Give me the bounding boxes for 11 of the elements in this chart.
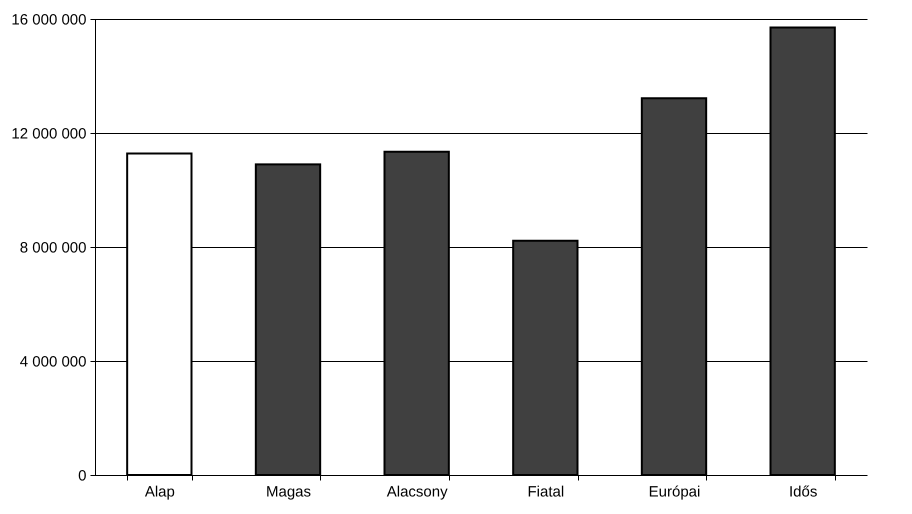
x-tick-label: Alacsony	[386, 484, 448, 500]
y-tick-label: 0	[78, 468, 86, 484]
y-tick-label: 16 000 000	[11, 12, 86, 28]
x-tick-label: Magas	[266, 484, 312, 500]
y-tick-label: 8 000 000	[20, 240, 86, 256]
x-tick-label: Idős	[788, 484, 818, 500]
x-tick-label: Európai	[648, 484, 700, 500]
x-tick-label: Fiatal	[527, 484, 564, 500]
x-tick-label: Alap	[144, 484, 175, 500]
y-tick-label: 4 000 000	[20, 354, 86, 370]
y-tick-label: 12 000 000	[11, 126, 86, 142]
